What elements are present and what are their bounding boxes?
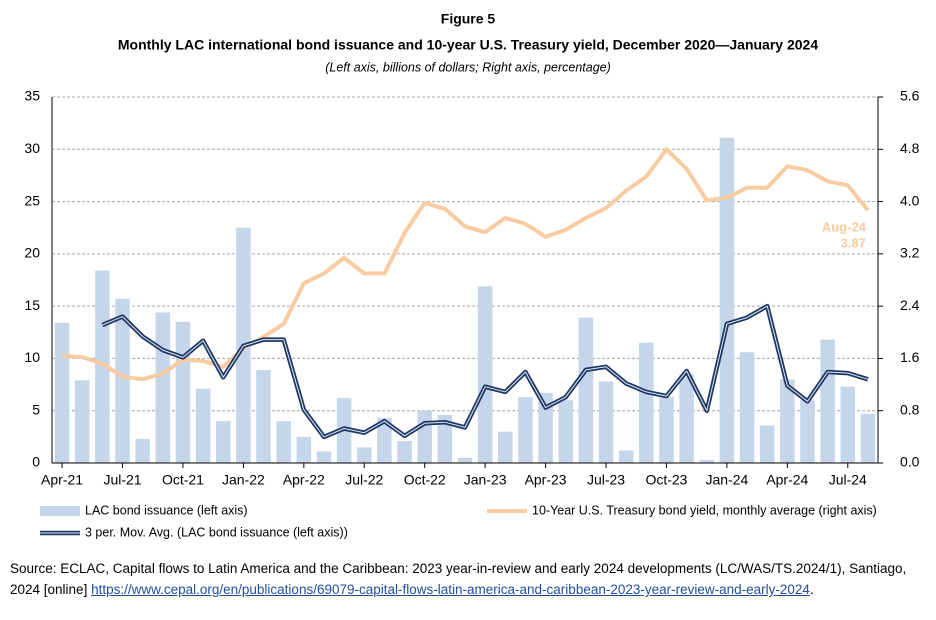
x-tick-label: Jul-23 [587, 472, 625, 488]
bar [155, 312, 171, 463]
bar [538, 392, 553, 463]
moving-average-highlight [102, 305, 869, 438]
chart: Figure 5 Monthly LAC international bond … [24, 11, 920, 540]
bar [820, 339, 835, 463]
bar [679, 374, 694, 463]
x-tick-label: Apr-21 [41, 472, 83, 488]
x-tick-label: Jan-22 [222, 472, 265, 488]
bar [95, 270, 110, 463]
bar [578, 317, 594, 463]
bar [719, 137, 735, 464]
x-tick-label: Jul-24 [829, 472, 867, 488]
bar [276, 421, 291, 463]
y2-tick-label: 4.8 [900, 140, 920, 156]
bar [195, 388, 211, 463]
y2-tick-label: 4.0 [900, 192, 920, 208]
bar [659, 397, 674, 463]
y2-tick-label: 1.6 [900, 349, 920, 365]
y-tick-label: 5 [32, 401, 40, 417]
bar [759, 425, 775, 463]
bar [135, 438, 150, 463]
source-text: Source: ECLAC, Capital flows to Latin Am… [10, 561, 907, 597]
bar [215, 421, 231, 463]
bar [840, 386, 856, 463]
bar [357, 447, 372, 463]
x-tick-label: Oct-21 [162, 472, 204, 488]
annotation: Aug-24 [822, 220, 867, 235]
y2-tick-label: 5.6 [900, 88, 920, 104]
y-tick-label: 25 [24, 192, 40, 208]
y2-tick-label: 0.8 [900, 401, 920, 417]
x-tick-label: Oct-22 [404, 472, 446, 488]
legend-label: 3 per. Mov. Avg. (LAC bond issuance (lef… [85, 525, 348, 539]
bar [498, 431, 513, 463]
y-tick-label: 10 [24, 349, 40, 365]
bar [115, 298, 130, 463]
bar [377, 418, 392, 463]
bar [558, 400, 573, 463]
x-tick-label: Jul-21 [103, 472, 141, 488]
bar [477, 286, 493, 463]
bar [739, 352, 755, 463]
legend-swatch [40, 506, 80, 516]
bar [639, 342, 654, 463]
y2-tick-label: 0.0 [900, 454, 920, 470]
y2-tick-label: 3.2 [900, 245, 920, 261]
bar [699, 459, 715, 463]
y-tick-label: 15 [24, 297, 40, 313]
bar [316, 451, 332, 463]
bar [175, 321, 191, 463]
yield-line [61, 147, 870, 382]
bar [518, 397, 533, 463]
bar [437, 414, 453, 463]
x-tick-label: Jul-22 [345, 472, 383, 488]
bar [54, 322, 70, 463]
y-tick-label: 30 [24, 140, 40, 156]
x-tick-label: Apr-23 [525, 472, 567, 488]
x-tick-label: Apr-22 [283, 472, 325, 488]
data-label: 3.87 [841, 236, 866, 251]
bar [800, 400, 815, 463]
legend-label: LAC bond issuance (left axis) [85, 503, 248, 517]
bar [618, 450, 634, 463]
x-tick-label: Jan-23 [464, 472, 507, 488]
bar [296, 436, 312, 463]
y2-tick-label: 2.4 [900, 297, 920, 313]
figure-label: Figure 5 [441, 11, 496, 27]
bar [417, 410, 432, 463]
y-tick-label: 20 [24, 245, 40, 261]
chart-subtitle: (Left axis, billions of dollars; Right a… [325, 60, 611, 74]
x-tick-label: Oct-23 [645, 472, 687, 488]
bar [74, 380, 90, 463]
x-tick-label: Jan-24 [705, 472, 748, 488]
bar [860, 413, 876, 463]
chart-title: Monthly LAC international bond issuance … [118, 37, 818, 53]
bar [457, 457, 473, 463]
x-tick-label: Apr-24 [766, 472, 808, 488]
legend-label: 10-Year U.S. Treasury bond yield, monthl… [532, 503, 877, 517]
bar [780, 379, 795, 463]
bar [598, 381, 614, 463]
source-end: . [809, 582, 814, 597]
source-note: Source: ECLAC, Capital flows to Latin Am… [10, 558, 930, 600]
y-tick-label: 0 [32, 454, 40, 470]
bar [397, 441, 412, 463]
bar [256, 369, 271, 463]
source-link[interactable]: https://www.cepal.org/en/publications/69… [91, 582, 810, 597]
y-tick-label: 35 [24, 88, 40, 104]
